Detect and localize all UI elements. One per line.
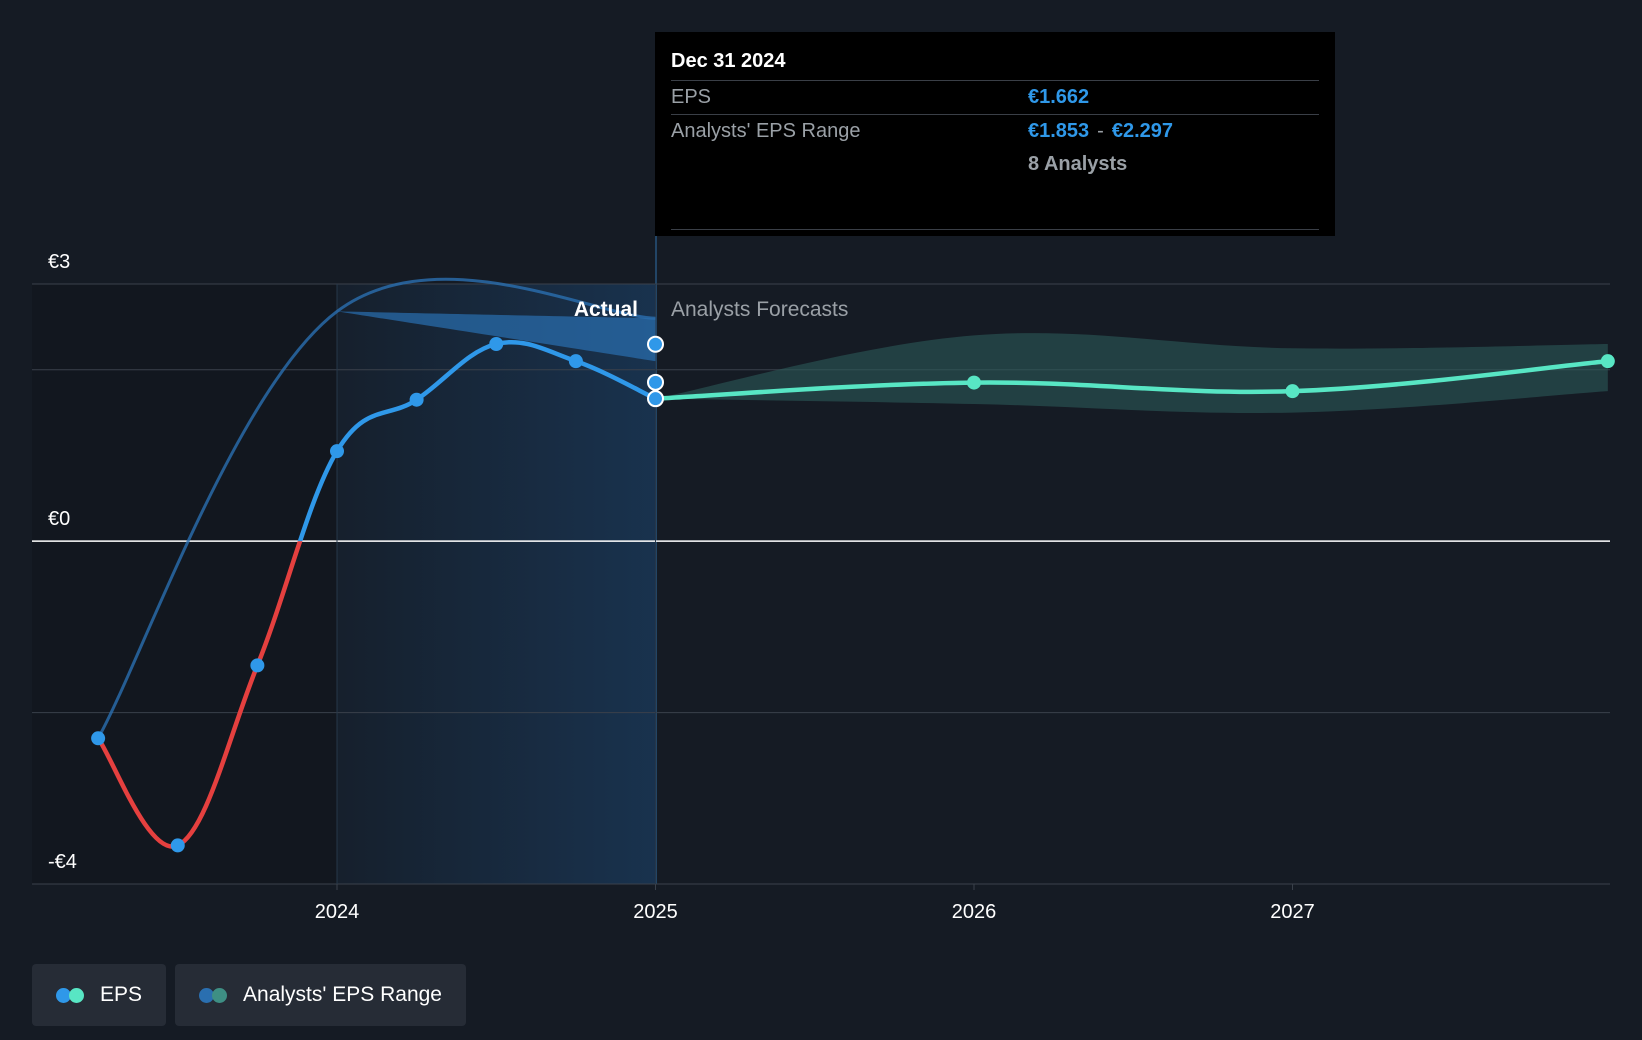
legend-item-range[interactable]: Analysts' EPS Range	[175, 964, 466, 1026]
tooltip-divider	[671, 229, 1319, 230]
eps-actual-point	[91, 731, 106, 746]
tooltip-range-row: Analysts' EPS Range €1.853 - €2.297	[671, 115, 1319, 148]
eps-actual-point	[170, 838, 185, 853]
eps-actual-point	[250, 658, 265, 673]
y-tick-label: €3	[48, 251, 70, 273]
tooltip-eps-value: €1.662	[1028, 86, 1090, 108]
y-tick-label: €0	[48, 508, 70, 530]
tooltip-eps-row: EPS €1.662	[671, 81, 1319, 115]
eps-actual-point	[568, 354, 583, 369]
x-axis-ticks: 2024 2025 2026 2027	[315, 884, 1315, 923]
forecast-range-area	[655, 333, 1608, 413]
legend-item-eps[interactable]: EPS	[32, 964, 167, 1026]
tooltip-range-separator: -	[1097, 120, 1104, 142]
pre-period-shade	[32, 284, 337, 884]
tooltip-range-label: Analysts' EPS Range	[671, 120, 861, 142]
x-tick-label: 2026	[952, 901, 997, 923]
legend-eps-label: EPS	[100, 983, 143, 1006]
eps-points	[91, 335, 1615, 853]
legend: EPS Analysts' EPS Range	[32, 964, 466, 1026]
highlight-marker	[647, 390, 664, 408]
tooltip-analysts-count: 8 Analysts	[1028, 153, 1128, 175]
eps-range-areas	[96, 277, 1608, 740]
actual-label: Actual	[574, 298, 638, 321]
eps-actual-point	[330, 444, 344, 459]
forecast-label: Analysts Forecasts	[671, 298, 848, 321]
x-tick-label: 2025	[633, 901, 678, 923]
eps-forecast-point	[1285, 384, 1300, 399]
tooltip-date: Dec 31 2024	[671, 46, 1319, 81]
past-range-upper-line	[96, 277, 656, 740]
tooltip-range-high: €2.297	[1111, 120, 1174, 142]
x-tick-label: 2027	[1270, 901, 1315, 923]
eps-actual-point	[489, 337, 504, 351]
past-year-highlight	[337, 284, 656, 884]
x-tick-label: 2024	[315, 901, 360, 923]
eps-forecast-line	[655, 358, 1609, 401]
highlight-marker	[647, 335, 664, 353]
past-range-area	[337, 311, 656, 362]
eps-legend-icon	[56, 986, 86, 1004]
y-axis-ticks: €3 €0 -€4	[48, 251, 77, 873]
tooltip-range-low: €1.853	[1028, 120, 1090, 142]
y-tick-label: -€4	[48, 851, 77, 873]
range-legend-icon	[199, 986, 229, 1004]
legend-range-label: Analysts' EPS Range	[243, 983, 442, 1006]
tooltip-analysts-row: 8 Analysts	[671, 148, 1319, 181]
eps-forecast-point	[1600, 354, 1615, 369]
highlight-marker	[647, 373, 664, 391]
eps-forecast-point	[967, 375, 981, 390]
eps-actual-point	[409, 392, 424, 407]
tooltip: Dec 31 2024 EPS €1.662 Analysts' EPS Ran…	[655, 32, 1335, 236]
tooltip-eps-label: EPS	[671, 86, 712, 108]
